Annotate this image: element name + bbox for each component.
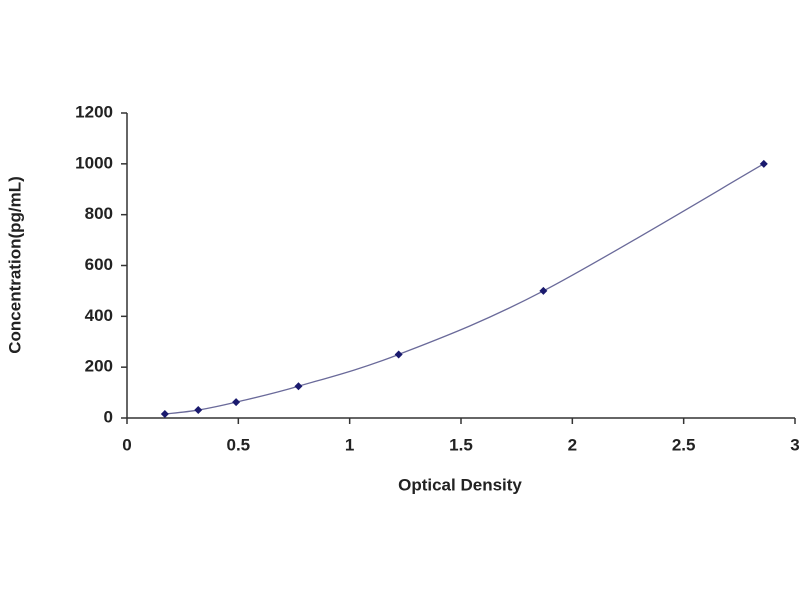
data-point — [294, 382, 303, 391]
y-tick-label: 200 — [85, 357, 113, 376]
data-point — [160, 410, 169, 419]
x-tick-label: 0.5 — [227, 435, 251, 454]
x-tick-label: 2 — [568, 435, 577, 454]
x-tick-label: 0 — [122, 435, 131, 454]
fit-line — [164, 163, 765, 415]
data-point — [394, 350, 403, 359]
y-axis-label: Concentration(pg/mL) — [5, 176, 24, 354]
y-tick-label: 400 — [85, 306, 113, 325]
data-point — [232, 398, 241, 407]
x-tick-label: 3 — [790, 435, 799, 454]
x-tick-label: 1.5 — [449, 435, 473, 454]
y-tick-label: 1200 — [75, 102, 113, 121]
x-axis-label: Optical Density — [398, 475, 522, 494]
data-point — [539, 286, 548, 295]
y-tick-label: 600 — [85, 255, 113, 274]
y-tick-label: 800 — [85, 204, 113, 223]
x-tick-label: 2.5 — [672, 435, 696, 454]
y-tick-label: 1000 — [75, 153, 113, 172]
x-tick-label: 1 — [345, 435, 354, 454]
data-point — [759, 159, 768, 168]
y-tick-label: 0 — [104, 407, 113, 426]
data-point — [194, 406, 203, 415]
